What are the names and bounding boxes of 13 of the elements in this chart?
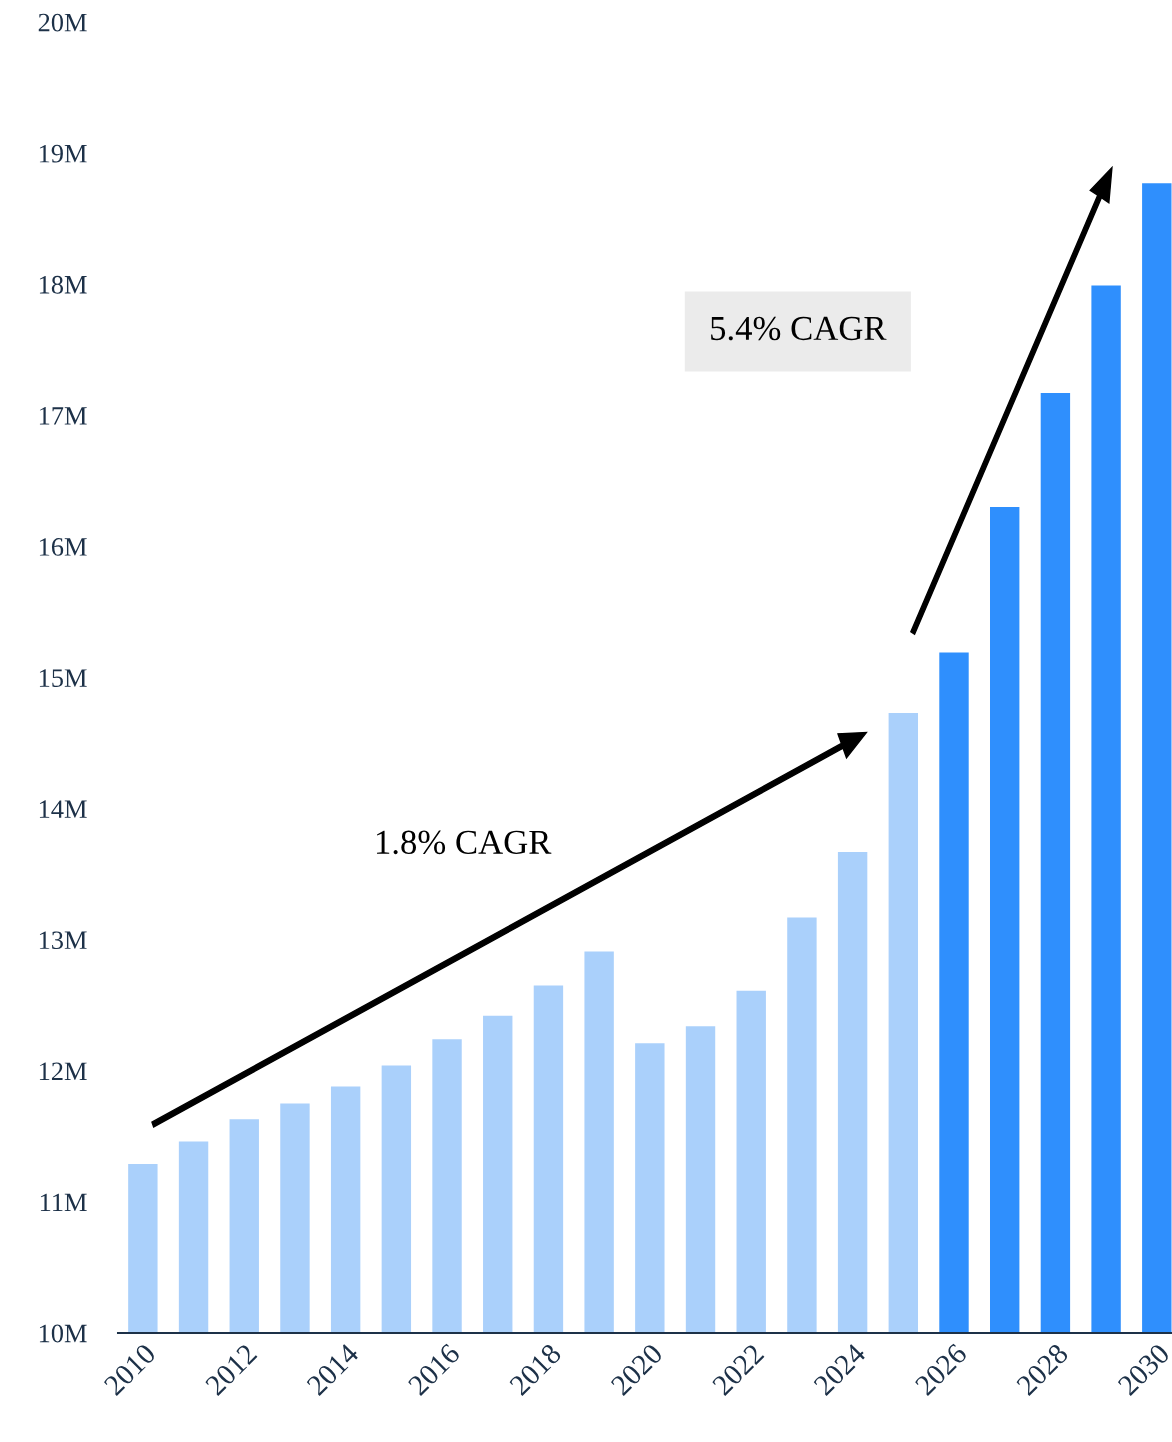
y-tick-label: 12M <box>39 1062 87 1080</box>
annotation: 5.4% CAGR <box>711 316 887 341</box>
y-tick-label: 20M <box>38 13 87 32</box>
y-tick-label: 10M <box>39 1324 87 1343</box>
y-tick-label: 19M <box>39 144 87 163</box>
y-tick-label: 16M <box>39 538 87 556</box>
y-tick-label: 15M <box>39 669 87 687</box>
y-tick-label: 13M <box>39 931 87 950</box>
y-tick-label: 17M <box>39 407 87 425</box>
y-tick-label: 14M <box>39 800 87 818</box>
y-tick-label: 18M <box>39 275 87 294</box>
annotation: 1.8% CAGR <box>376 830 552 855</box>
y-tick-label: 11M <box>40 1193 87 1212</box>
